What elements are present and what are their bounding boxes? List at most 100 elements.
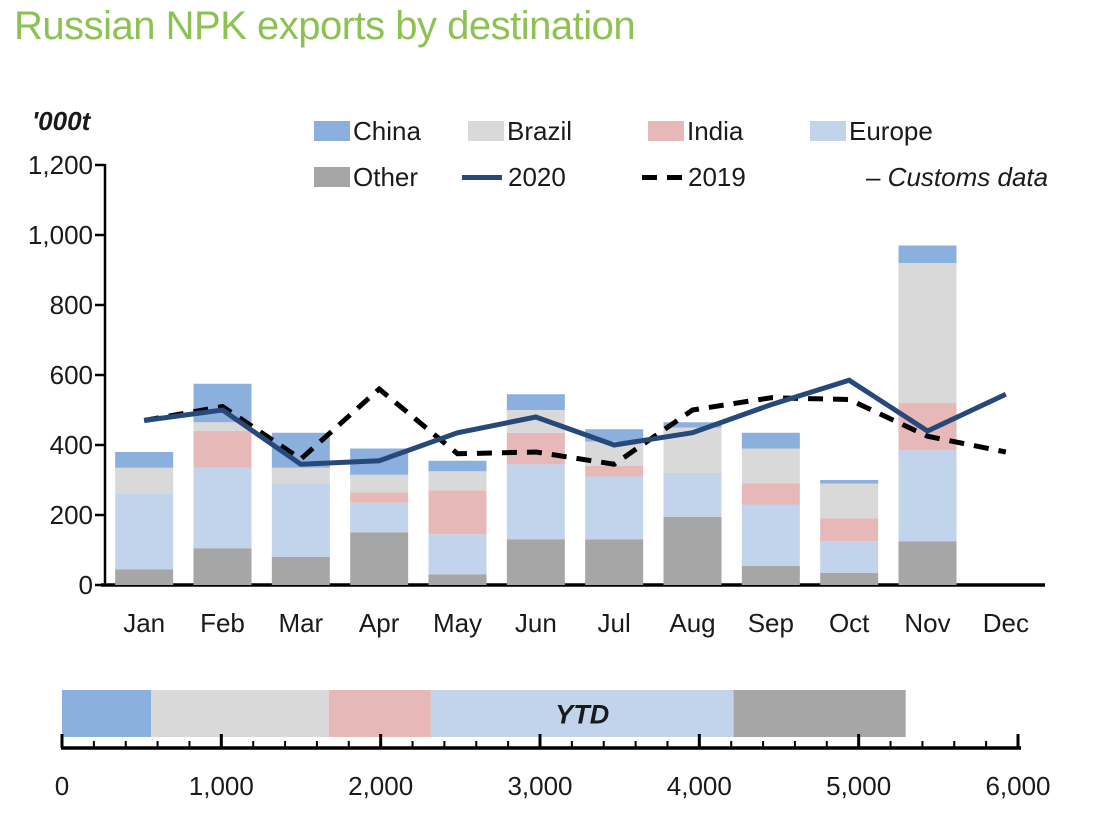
bar-segment-europe-nov [898, 450, 957, 542]
ytd-chart: YTD 0 1,000 2,000 3,000 4,000 5,000 6,000 [55, 690, 1051, 801]
legend-label-brazil: Brazil [507, 115, 573, 146]
bar-segment-other-mar [271, 557, 330, 585]
legend-item-other: Other [314, 161, 419, 192]
x-tick-label-jul: Jul [598, 608, 631, 638]
ytd-segment-india [328, 690, 431, 737]
x-tick-label-sep: Sep [748, 608, 794, 638]
ytd-tick-label: 0 [55, 771, 69, 801]
bar-segment-brazil-feb [193, 422, 252, 431]
ytd-label: YTD [555, 700, 609, 730]
bar-segment-europe-apr [350, 502, 409, 533]
ytd-tick-label: 6,000 [985, 771, 1050, 801]
bar-segment-brazil-sep [741, 448, 800, 484]
ytd-segment-china [62, 690, 152, 737]
ytd-tick-label: 1,000 [189, 771, 254, 801]
main-chart: 0 200 400 600 800 1,000 1,200 Jan Feb Mar Apr May Ju… [28, 150, 1045, 638]
y-tick-label: 200 [50, 500, 93, 530]
bar-segment-brazil-oct [820, 483, 879, 519]
customs-data-note: – Customs data [866, 162, 1049, 192]
ytd-segment-other [733, 690, 906, 737]
x-tick-label-dec: Dec [983, 608, 1029, 638]
x-tick-label-oct: Oct [829, 608, 870, 638]
bar-segment-europe-jan [115, 494, 174, 570]
legend-item-2020: 2020 [462, 161, 566, 192]
line-2020 [143, 377, 1007, 467]
bar-segment-china-feb [193, 383, 252, 423]
legend-label-other: Other [353, 161, 419, 192]
y-tick-label: 400 [50, 430, 93, 460]
x-tick-label-aug: Aug [669, 608, 715, 638]
bar-segment-india-jun [506, 432, 565, 465]
bar-segment-brazil-nov [898, 263, 957, 403]
legend-label-india: India [687, 115, 744, 146]
bar-segment-india-sep [741, 483, 800, 505]
bar-segment-europe-oct [820, 541, 879, 573]
ytd-segment-brazil [151, 690, 329, 737]
ytd-segment-europe [430, 690, 734, 737]
page-title: Russian NPK exports by destination [14, 4, 636, 48]
bar-segment-europe-jun [506, 464, 565, 540]
ytd-tick-label: 5,000 [826, 771, 891, 801]
legend-swatch-india [648, 121, 684, 141]
legend-label-china: China [353, 115, 421, 146]
y-tick-label: 600 [50, 360, 93, 390]
y-axis-unit-label: '000t [32, 106, 91, 136]
legend-label-2020: 2020 [508, 161, 566, 192]
legend-swatch-europe [810, 121, 846, 141]
bar-segment-brazil-jan [115, 467, 174, 494]
legend-label-europe: Europe [849, 115, 933, 146]
legend-item-2019: 2019 [642, 161, 746, 192]
bar-segment-india-apr [350, 492, 409, 503]
bar-segment-europe-may [428, 534, 487, 575]
bar-segment-other-feb [193, 548, 252, 585]
bar-segment-europe-aug [663, 473, 722, 517]
bar-segment-europe-jul [585, 476, 644, 540]
legend-item-china: China [314, 115, 421, 146]
x-tick-label-feb: Feb [200, 608, 245, 638]
bar-segment-other-sep [741, 565, 800, 585]
x-tick-label-jan: Jan [123, 608, 165, 638]
bar-segment-china-nov [898, 245, 957, 263]
line-2019 [143, 385, 1007, 467]
y-tick-label: 1,000 [28, 220, 93, 250]
bar-segment-india-may [428, 490, 487, 535]
bar-segment-brazil-apr [350, 474, 409, 493]
bar-segment-china-sep [741, 432, 800, 449]
ytd-tick-label: 2,000 [348, 771, 413, 801]
bar-segment-other-nov [898, 541, 957, 585]
bar-segment-europe-feb [193, 467, 252, 549]
bar-segment-china-oct [820, 480, 879, 484]
bar-segment-other-may [428, 574, 487, 585]
ytd-tick-label: 4,000 [667, 771, 732, 801]
bar-segment-other-jul [585, 539, 644, 585]
legend-swatch-other [314, 167, 350, 187]
y-tick-label: 1,200 [28, 150, 93, 180]
bar-segment-europe-mar [271, 483, 330, 557]
legend-label-2019: 2019 [688, 161, 746, 192]
bar-segment-india-feb [193, 431, 252, 468]
bar-segment-europe-sep [741, 504, 800, 566]
x-tick-label-mar: Mar [278, 608, 323, 638]
x-tick-label-jun: Jun [515, 608, 557, 638]
bar-segment-india-jul [585, 466, 644, 477]
x-tick-label-may: May [433, 608, 482, 638]
legend-item-india: India [648, 115, 744, 146]
bar-segment-other-jan [115, 569, 174, 585]
x-tick-label-nov: Nov [904, 608, 950, 638]
y-tick-label: 800 [50, 290, 93, 320]
legend-swatch-brazil [468, 121, 504, 141]
legend-swatch-china [314, 121, 350, 141]
bar-segment-other-oct [820, 572, 879, 585]
bar-segment-other-jun [506, 539, 565, 585]
x-tick-label-apr: Apr [359, 608, 400, 638]
bar-segment-china-may [428, 460, 487, 472]
bar-segment-other-aug [663, 516, 722, 585]
legend-swatch-2019-dash [642, 174, 682, 180]
ytd-tick-label: 3,000 [507, 771, 572, 801]
y-tick-label: 0 [79, 570, 93, 600]
bar-segment-china-jan [115, 452, 174, 468]
bar-segment-brazil-may [428, 471, 487, 491]
bar-segment-india-oct [820, 518, 879, 542]
bar-segment-brazil-mar [271, 467, 330, 484]
